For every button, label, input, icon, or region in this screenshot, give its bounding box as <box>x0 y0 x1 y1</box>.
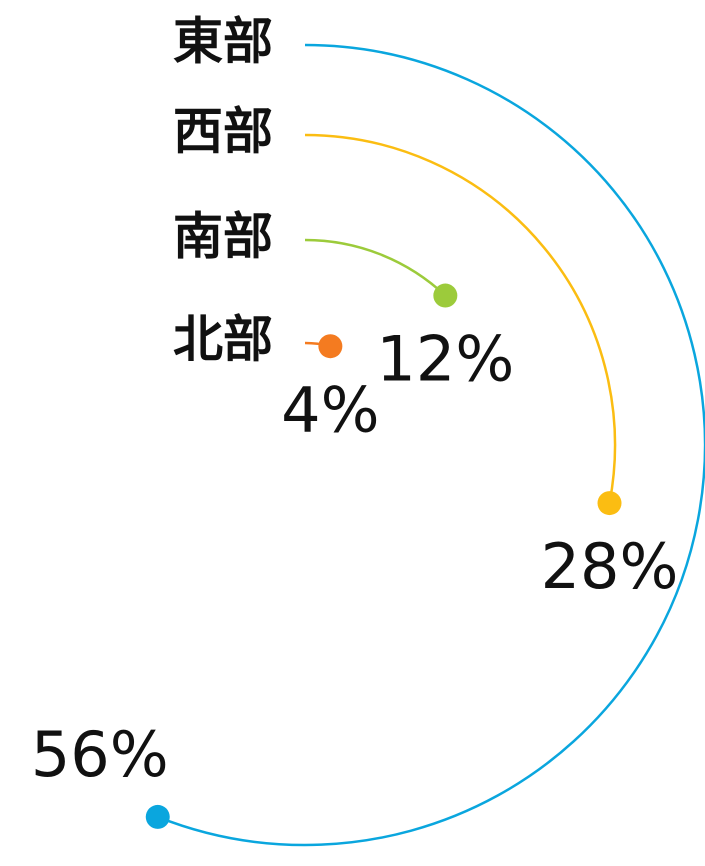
arc <box>304 238 447 297</box>
category-label: 東部 <box>173 13 273 71</box>
arc-end-dot <box>433 283 458 308</box>
category-label: 北部 <box>173 311 273 369</box>
category-label: 南部 <box>173 208 273 266</box>
value-label: 12% <box>376 323 514 396</box>
arc <box>304 133 617 504</box>
arc-end-dot <box>145 804 170 829</box>
arc-end-dot <box>597 491 622 516</box>
value-label: 4% <box>281 373 379 446</box>
value-label: 28% <box>541 530 679 603</box>
category-label: 西部 <box>173 103 273 161</box>
arc <box>157 43 705 847</box>
arc-end-dot <box>318 334 343 359</box>
value-label: 56% <box>31 718 169 791</box>
